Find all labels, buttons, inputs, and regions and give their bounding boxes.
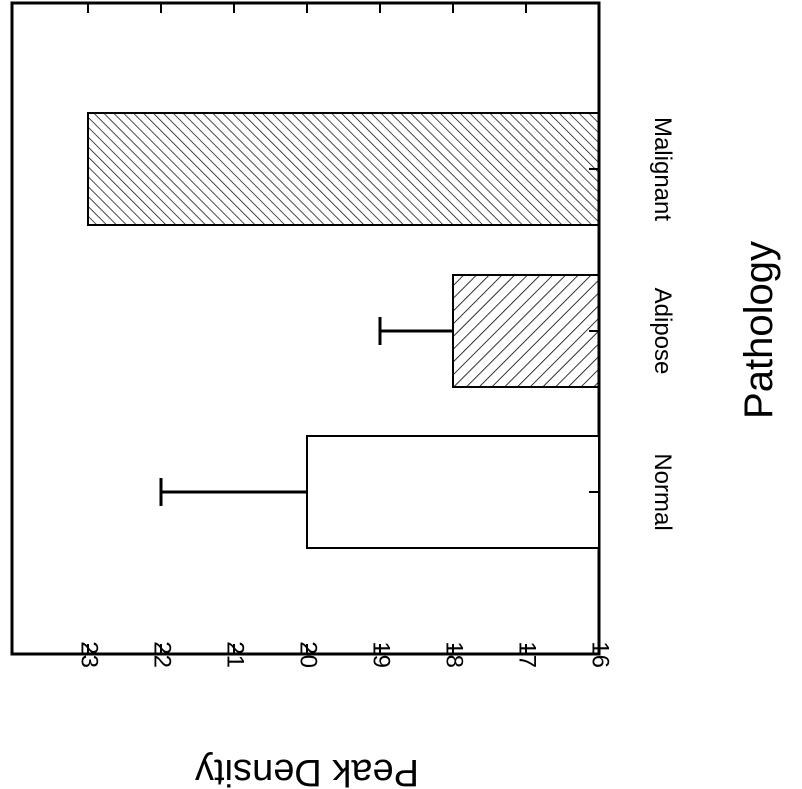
tick-label-19: 19 (368, 641, 395, 668)
bars-group (87, 112, 600, 549)
tick-label-23: 23 (76, 641, 103, 668)
bar-malignant (87, 112, 600, 226)
bar-normal (306, 435, 600, 549)
x-axis-title: Peak Density (195, 751, 419, 789)
y-axis-title: Pathology (737, 241, 781, 419)
error-bars-group (159, 317, 453, 506)
labels-group: Normal Adipose Malignant 16 17 18 19 20 21 22 23 (76, 117, 676, 668)
tick-label-18: 18 (441, 641, 468, 668)
category-label-adipose: Adipose (649, 288, 676, 375)
category-label-normal: Normal (649, 453, 676, 530)
ticks-group (87, 3, 600, 654)
tick-label-16: 16 (587, 641, 614, 668)
tick-label-21: 21 (222, 641, 249, 668)
tick-label-17: 17 (514, 641, 541, 668)
tick-label-20: 20 (295, 641, 322, 668)
bar-adipose (452, 274, 600, 388)
category-label-malignant: Malignant (649, 117, 676, 221)
tick-label-22: 22 (149, 641, 176, 668)
